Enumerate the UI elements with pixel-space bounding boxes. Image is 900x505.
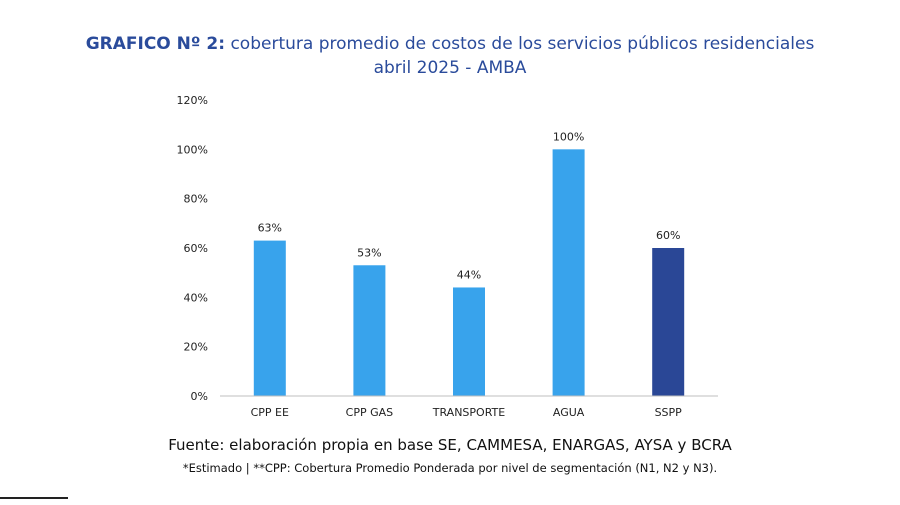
chart-title: GRAFICO Nº 2: cobertura promedio de cost… xyxy=(0,33,900,55)
x-tick-label: AGUA xyxy=(553,406,585,419)
y-tick-label: 120% xyxy=(177,94,208,107)
bar xyxy=(353,265,386,396)
data-label: 53% xyxy=(357,246,381,259)
divider-line xyxy=(0,497,68,499)
bar xyxy=(253,240,286,396)
data-label: 60% xyxy=(656,229,680,242)
y-tick-label: 20% xyxy=(184,341,208,354)
bar-chart: 0% 20% 40% 60% 80% 100% 120% 63% CPP EE 53% CPP GA… xyxy=(177,94,718,419)
x-tick-label: TRANSPORTE xyxy=(432,406,506,419)
bar xyxy=(453,287,485,396)
y-tick-label: 100% xyxy=(177,143,208,156)
source-note: Fuente: elaboración propia en base SE, C… xyxy=(168,436,732,454)
bar xyxy=(552,149,585,396)
y-tick-label: 80% xyxy=(184,193,208,206)
x-tick-label: CPP GAS xyxy=(346,406,393,419)
bar xyxy=(652,248,685,396)
data-label: 44% xyxy=(457,268,481,281)
chart-subtitle: abril 2025 - AMBA xyxy=(373,58,527,78)
y-tick-label: 0% xyxy=(191,390,208,403)
data-label: 100% xyxy=(553,130,584,143)
x-tick-label: CPP EE xyxy=(251,406,289,419)
data-label: 63% xyxy=(258,222,282,235)
chart-title-prefix: GRAFICO Nº 2: xyxy=(85,34,226,54)
x-tick-label: SSPP xyxy=(655,406,683,419)
y-tick-label: 60% xyxy=(184,242,208,255)
chart-title-main: cobertura promedio de costos de los serv… xyxy=(230,34,815,54)
y-tick-label: 40% xyxy=(184,291,208,304)
footnote: *Estimado | **CPP: Cobertura Promedio Po… xyxy=(182,461,718,475)
